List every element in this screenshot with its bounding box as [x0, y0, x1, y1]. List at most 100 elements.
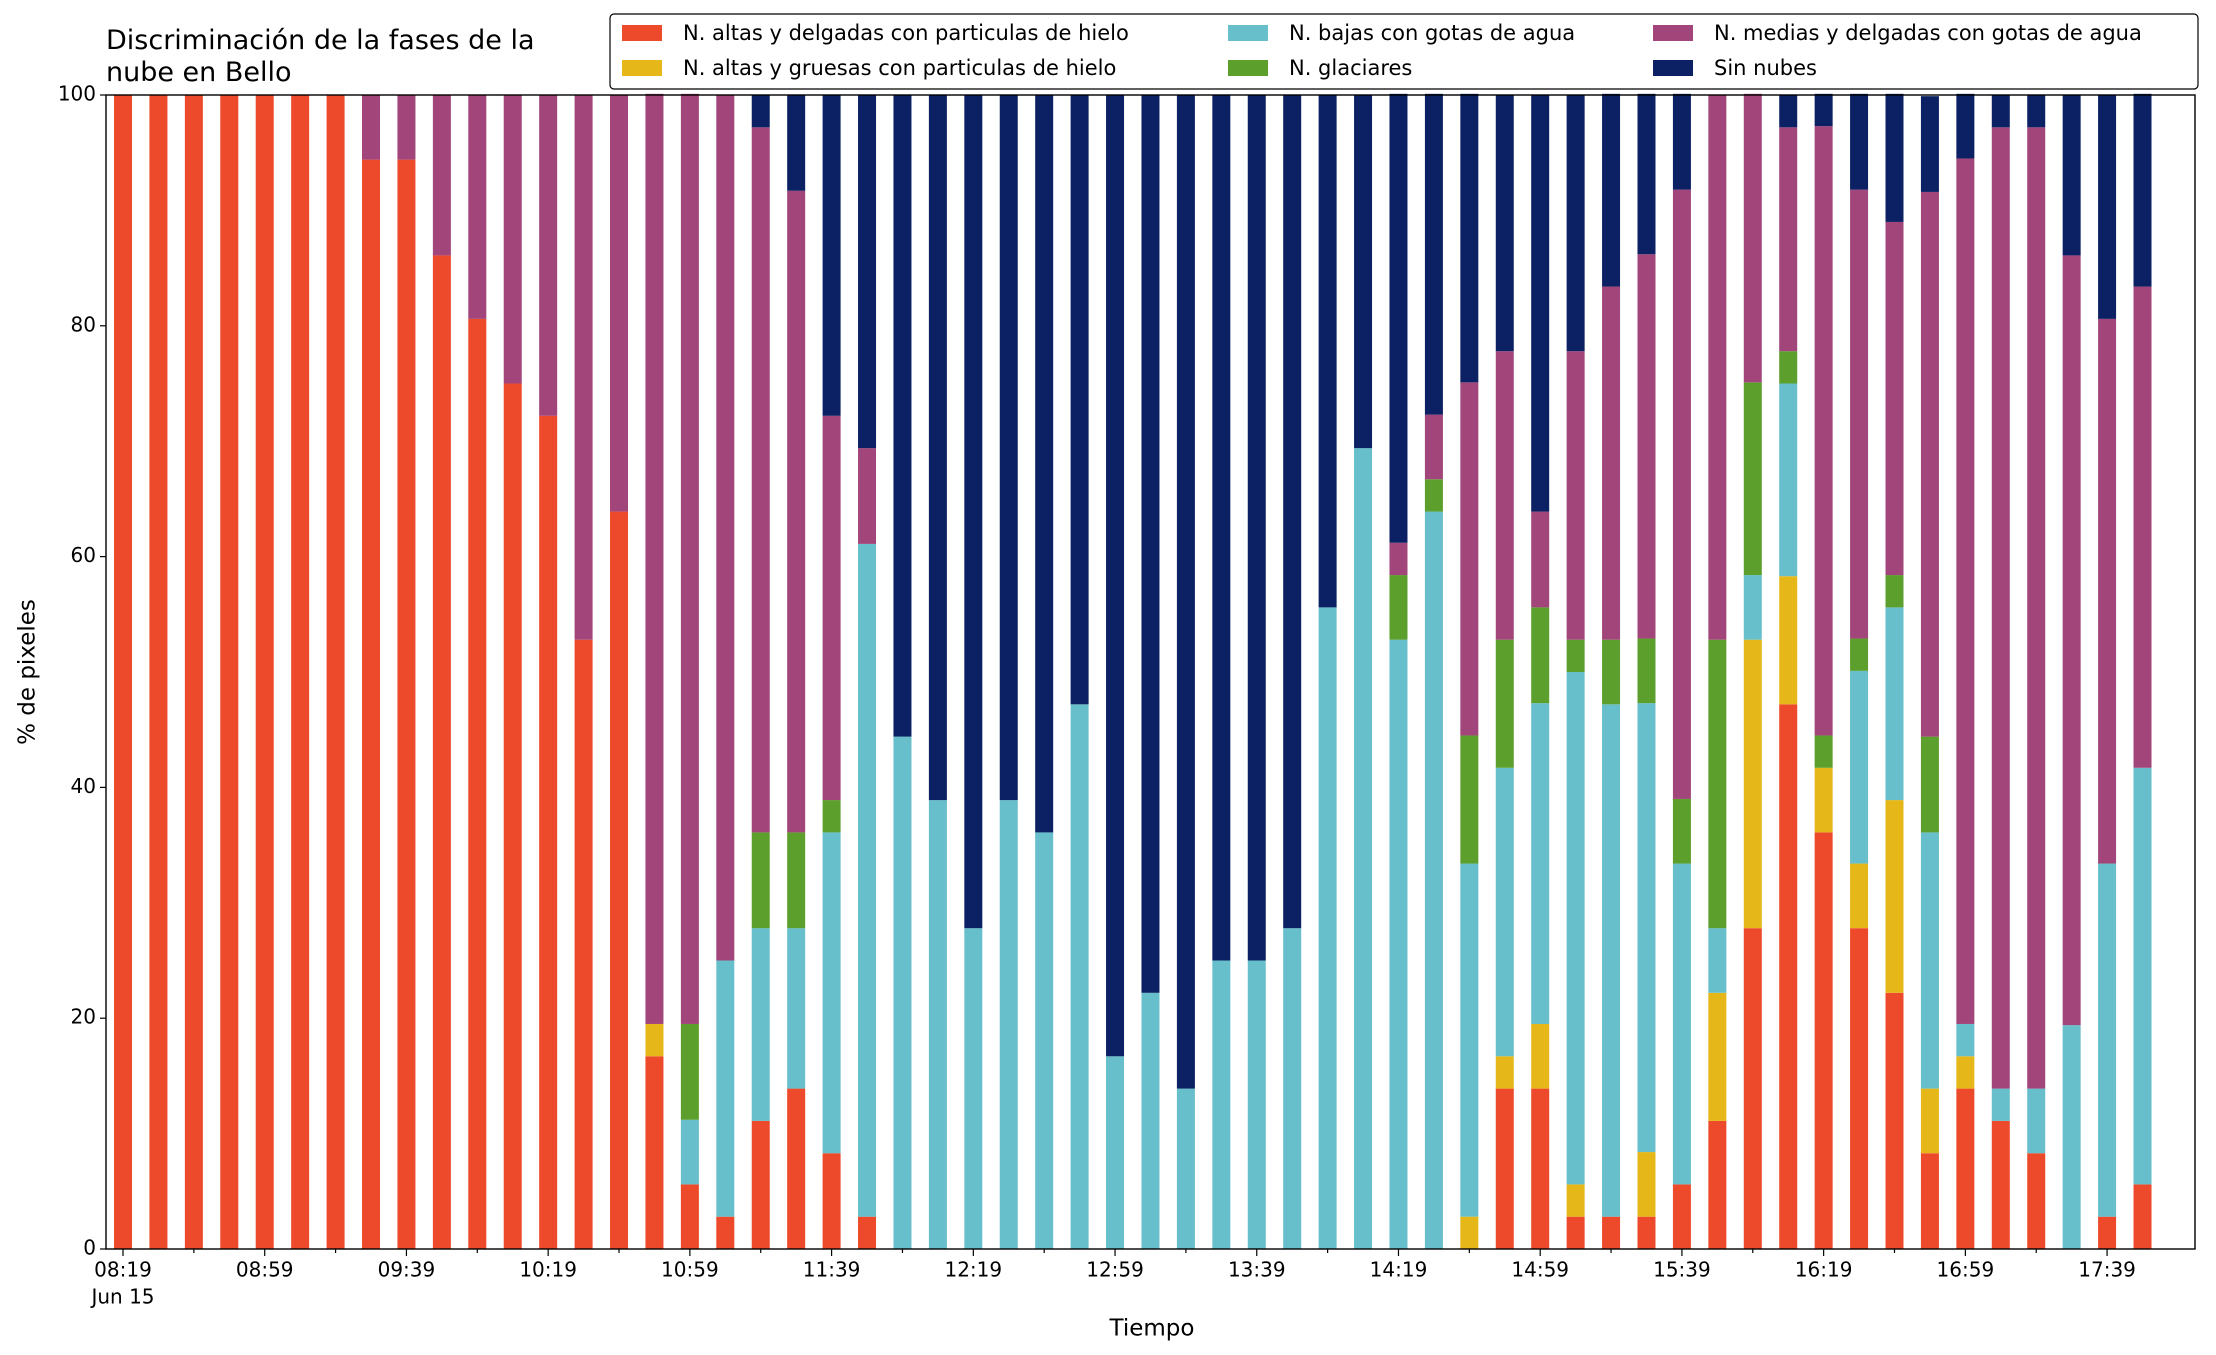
bar-segment [1637, 638, 1656, 704]
bar-segment [822, 800, 841, 833]
bar-segment [680, 93, 699, 1024]
bar-segment [1566, 639, 1585, 672]
bar-segment [1106, 95, 1125, 1057]
bar-segment [787, 832, 806, 929]
y-axis-label: % de pixeles [15, 599, 41, 745]
bar-segment [999, 800, 1018, 1249]
bar-segment [220, 95, 239, 1249]
bar-segment [1106, 1056, 1125, 1249]
bar-segment [787, 1088, 806, 1249]
bar-segment [2062, 95, 2081, 256]
bar-segment [1779, 704, 1798, 1249]
bar-segment [1991, 95, 2010, 128]
bar-segment [291, 95, 310, 1249]
bar-segment [1424, 93, 1443, 415]
bar-segment [1141, 95, 1160, 993]
bar-segment [1495, 1056, 1514, 1089]
bar-segment [928, 95, 947, 801]
bar-segment [2098, 318, 2117, 864]
bar-segment [1850, 638, 1869, 671]
bar-segment [787, 928, 806, 1089]
bar-segment [1885, 800, 1904, 993]
bar-segment [1885, 992, 1904, 1249]
bar-segment [716, 960, 735, 1217]
bar-segment [1531, 1023, 1550, 1089]
x-tick-label: 10:59 [661, 1258, 719, 1282]
bar-segment [1991, 1120, 2010, 1249]
bar-segment [645, 1056, 664, 1249]
bar-segment [1743, 639, 1762, 929]
legend-label: Sin nubes [1714, 56, 1817, 80]
bar-segment [999, 95, 1018, 801]
bar-segment [1743, 382, 1762, 576]
bar-segment [751, 1120, 770, 1249]
bar-segment [2027, 1153, 2046, 1249]
bar-segment [1779, 576, 1798, 705]
bar-segment [1956, 93, 1975, 159]
plot-frame [105, 94, 2196, 1250]
bar-segment [1920, 1153, 1939, 1249]
bar-segment [184, 95, 203, 1249]
bar-segment [822, 415, 841, 801]
y-tick-label: 60 [71, 543, 96, 567]
bar-segment [362, 95, 381, 160]
bar-segment [1212, 960, 1231, 1249]
bar-segment [503, 95, 522, 384]
bar-segment [1779, 95, 1798, 128]
y-tick-label: 20 [71, 1005, 96, 1029]
x-date-label: Jun 15 [89, 1285, 154, 1309]
bar-segment [1495, 351, 1514, 640]
x-tick-label: 15:39 [1653, 1258, 1711, 1282]
bar-segment [716, 1216, 735, 1249]
bar-segment [1991, 1088, 2010, 1121]
x-tick-label: 10:19 [519, 1258, 577, 1282]
bar-segment [1814, 126, 1833, 736]
bar-segment [1424, 511, 1443, 1249]
x-tick-label: 17:39 [2078, 1258, 2136, 1282]
bar-segment [1672, 863, 1691, 1185]
bar-segment [1035, 832, 1054, 1249]
x-tick-label: 12:19 [944, 1258, 1002, 1282]
bar-segment [751, 127, 770, 833]
bar-segment [1708, 639, 1727, 929]
bar-segment [1354, 95, 1373, 449]
legend-label: N. altas y gruesas con particulas de hie… [683, 56, 1116, 80]
x-tick-label: 14:59 [1511, 1258, 1569, 1282]
bar-segment [751, 832, 770, 929]
bar-segment [1885, 575, 1904, 608]
bar-segment [1637, 1216, 1656, 1249]
bar-segment [1318, 95, 1337, 608]
bar-segment [1850, 863, 1869, 929]
bar-segment [893, 736, 912, 1249]
bar-segment [964, 95, 983, 929]
bar-segment [1850, 670, 1869, 864]
bar-segment [1141, 992, 1160, 1249]
x-tick-label: 13:39 [1228, 1258, 1286, 1282]
bar-segment [1318, 607, 1337, 1249]
legend-swatch [1228, 25, 1268, 41]
bar-segment [1247, 960, 1266, 1249]
bar-segment [610, 95, 629, 512]
bar-segment [468, 318, 487, 1250]
bar-segment [2027, 127, 2046, 1089]
bar-segment [1885, 93, 1904, 222]
bar-segment [1885, 221, 1904, 576]
bar-segment [1389, 542, 1408, 576]
bar-segment [1814, 832, 1833, 1249]
bar-segment [1672, 189, 1691, 799]
bar-segment [1283, 928, 1302, 1249]
bar-segment [2133, 767, 2152, 1185]
bar-segment [1602, 639, 1621, 705]
legend-label: N. bajas con gotas de agua [1289, 21, 1575, 45]
bar-segment [362, 159, 381, 1249]
bar-segment [964, 928, 983, 1249]
legend-box [609, 13, 2199, 90]
bar-segment [1566, 1216, 1585, 1249]
bar-segment [1424, 414, 1443, 480]
bar-segment [1495, 1088, 1514, 1249]
bar-segment [1637, 254, 1656, 639]
legend-label: N. altas y delgadas con particulas de hi… [683, 21, 1129, 45]
bar-segment [1566, 95, 1585, 352]
bar-segment [1424, 479, 1443, 512]
bar-segment [928, 800, 947, 1249]
